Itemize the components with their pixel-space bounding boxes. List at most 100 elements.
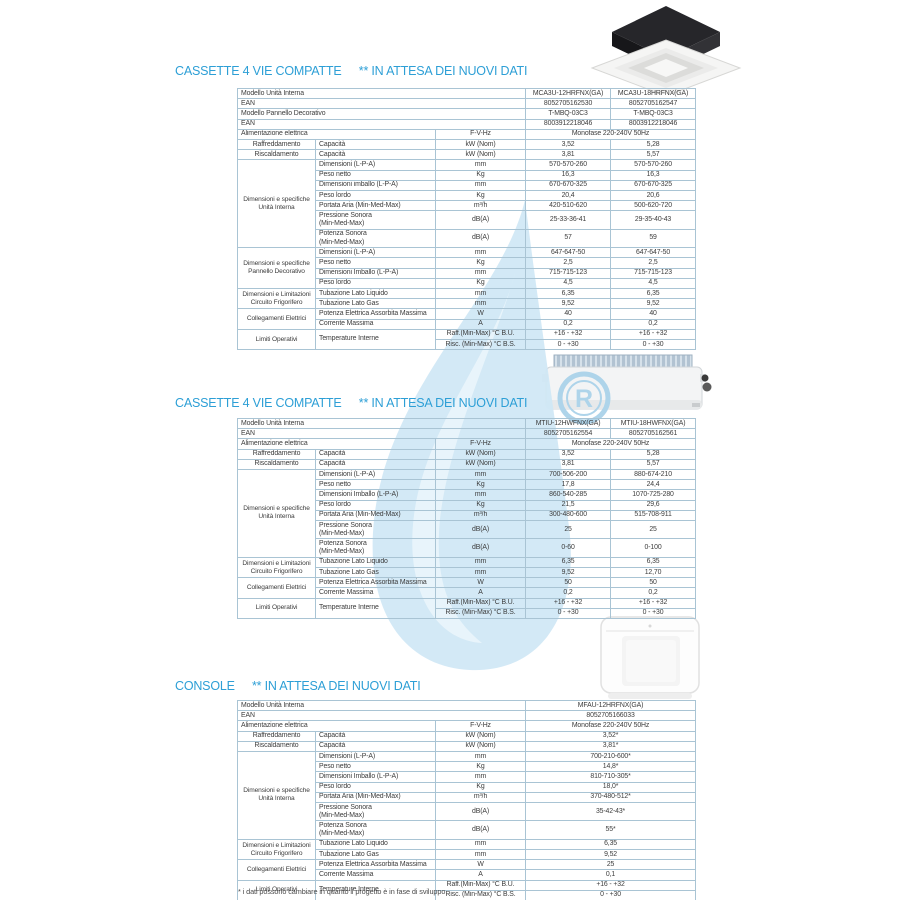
table-cell: Raff.(Min-Max) °C B.U.: [434, 328, 527, 341]
table-cell: 12,70: [610, 567, 697, 579]
table-cell: Monofase 220-240V 50Hz: [525, 128, 697, 141]
table-cell: Peso netto: [315, 169, 436, 181]
table-cell: +16 - +32: [610, 328, 697, 341]
table-cell: 59: [610, 228, 697, 249]
table-cell: 3,81: [525, 149, 612, 161]
table-cell: mm: [434, 849, 527, 861]
table-row: Limiti Operativi Temperature Interne Raff.…: [237, 597, 697, 620]
table-cell: Peso lordo: [315, 190, 436, 202]
table-cell: 16,3: [525, 169, 612, 181]
table-cell: 3,52*: [525, 730, 697, 742]
table-cell: 29-35-40-43: [610, 210, 697, 230]
table-cell: 880-674-210: [610, 469, 697, 481]
table-cell: Potenza Sonora (Min-Med-Max): [315, 820, 436, 840]
table-cell: Monofase 220-240V 50Hz: [525, 438, 697, 450]
table-cell: Corrente Massima: [315, 869, 436, 881]
table-cell: 0 - +30: [610, 339, 697, 351]
table-cell: W: [434, 577, 527, 589]
r-logo-inner-circle: [566, 380, 602, 416]
table-cell: Tubazione Lato Liquido: [315, 556, 436, 569]
table-cell: 5,57: [610, 149, 697, 161]
table-cell: 0,1: [525, 869, 697, 881]
table-cell: Raff.(Min-Max) °C B.U.: [434, 597, 527, 609]
table-row: Risc. (Min-Max) °C B.S. 0 - +30 0 - +30: [238, 339, 697, 351]
table-row: Limiti Operativi Temperature Interne Raff.…: [237, 328, 697, 351]
table-cell: Capacità: [315, 740, 436, 753]
table-cell: 6,35: [525, 838, 697, 851]
table-cell: 5,28: [610, 448, 697, 460]
table-row: Tubazione Lato Gas mm 9,52 9,52: [238, 298, 697, 310]
table-row: Dimensioni e Limitazioni Circuito Frigor…: [237, 556, 697, 579]
table-cell: 9,52: [610, 298, 697, 310]
table-cell: MTIU-18HWFNX(GA): [610, 417, 697, 430]
table-cell: 4,5: [525, 277, 612, 290]
table-cell: 515-708-911: [610, 509, 697, 522]
table-cell: mm: [434, 179, 527, 192]
table-cell: Tubazione Lato Gas: [315, 567, 436, 579]
table-row: Modello Unità Interna MCA3U-12HRFNX(GA) MC…: [236, 87, 697, 100]
table-cell: Pressione Sonora (Min-Med-Max): [315, 802, 436, 822]
table-cell: MFAU-12HRFNX(GA): [525, 699, 697, 712]
table-cell: Potenza Elettrica Assorbita Massima: [315, 308, 436, 320]
table-cell: Kg: [434, 190, 527, 202]
table-cell: Dimensioni e Limitazioni Circuito Frigor…: [237, 288, 316, 310]
table-cell: 420-510-620: [525, 200, 612, 212]
table-cell: Dimensioni e Limitazioni Circuito Frigor…: [237, 838, 316, 861]
table-row: Alimentazione elettrica F-V-Hz Monofase 22…: [237, 438, 697, 450]
spec-table-wrapper-2: Modello Unità Interna MTIU-12HWFNX(GA) MTI…: [236, 417, 697, 620]
table-row: Dimensioni Imballo (L-P-A) mm 860-540-285 1…: [238, 489, 697, 501]
table-cell: Dimensioni e specifiche Unità Interna: [237, 159, 316, 249]
table-cell: 0,2: [610, 318, 697, 330]
table-cell: Capacità: [315, 149, 436, 161]
table-cell: T-MBQ-03C3: [525, 108, 612, 120]
table-row: Risc. (Min-Max) °C B.S. 0 - +30 0 - +30: [238, 607, 697, 620]
table-cell: Tubazione Lato Gas: [315, 298, 436, 310]
table-cell: Dimensioni (L-P-A): [315, 159, 436, 171]
table-cell: Collegamenti Elettrici: [237, 577, 316, 599]
table-cell: W: [434, 308, 527, 320]
table-cell: Dimensioni Imballo (L-P-A): [315, 267, 436, 279]
table-cell: MCA3U-18HRFNX(GA): [610, 87, 697, 100]
table-row: Raffreddamento Capacità kW (Nom) 3,52 5,28: [237, 448, 697, 460]
table-cell: 24,4: [610, 479, 697, 491]
table-row: Dimensioni e specifiche Pannello Decorat…: [237, 247, 697, 290]
table-cell: Dimensioni (L-P-A): [315, 247, 436, 259]
table-cell: Kg: [434, 781, 527, 793]
table-cell: 370-480-512*: [525, 791, 697, 804]
table-cell: Peso lordo: [315, 277, 436, 290]
table-cell: Risc. (Min-Max) °C B.S.: [434, 607, 527, 620]
table-cell: Peso netto: [315, 479, 436, 491]
table-cell: EAN: [236, 118, 527, 130]
table-cell: 8052705162547: [610, 98, 697, 110]
table-cell: 35-42-43*: [525, 802, 697, 822]
spec-table-wrapper-1: Modello Unità Interna MCA3U-12HRFNX(GA) MC…: [236, 87, 697, 351]
table-row: Dimensioni e specifiche Unità Interna Dim…: [237, 751, 697, 840]
table-cell: 0,2: [525, 587, 612, 599]
table-cell: Portata Aria (Min-Med-Max): [315, 509, 436, 522]
table-row: Riscaldamento Capacità kW (Nom) 3,81 5,57: [237, 458, 697, 471]
table-cell: 2,5: [525, 257, 612, 269]
table-cell: 8052705162530: [525, 98, 612, 110]
table-cell: Limiti Operativi: [237, 879, 316, 900]
table-row: EAN 8003912218046 8003912218046: [236, 118, 697, 130]
table-cell: Peso lordo: [315, 499, 436, 511]
table-cell: 860-540-285: [525, 489, 612, 501]
table-cell: 25: [525, 859, 697, 871]
table-cell: +16 - +32: [525, 328, 612, 341]
table-cell: mm: [434, 771, 527, 783]
table-cell: Collegamenti Elettrici: [237, 859, 316, 881]
table-row: Riscaldamento Capacità kW (Nom) 3,81 5,57: [237, 149, 697, 161]
table-cell: MCA3U-12HRFNX(GA): [525, 87, 612, 100]
table-cell: A: [434, 587, 527, 599]
table-cell: Limiti Operativi: [237, 328, 316, 351]
table-cell: 0 - +30: [525, 607, 612, 620]
table-cell: +16 - +32: [525, 879, 697, 891]
r-logo-letter: R: [575, 385, 593, 413]
table-cell: 647-647-50: [525, 247, 612, 259]
table-cell: kW (Nom): [434, 139, 527, 151]
table-cell: Alimentazione elettrica: [237, 720, 436, 732]
table-row: Dimensioni e specifiche Unità Interna Dim…: [237, 469, 697, 558]
table-row: Collegamenti Elettrici Potenza Elettrica …: [237, 308, 697, 330]
table-cell: kW (Nom): [434, 149, 527, 161]
table-cell: Collegamenti Elettrici: [237, 308, 316, 330]
